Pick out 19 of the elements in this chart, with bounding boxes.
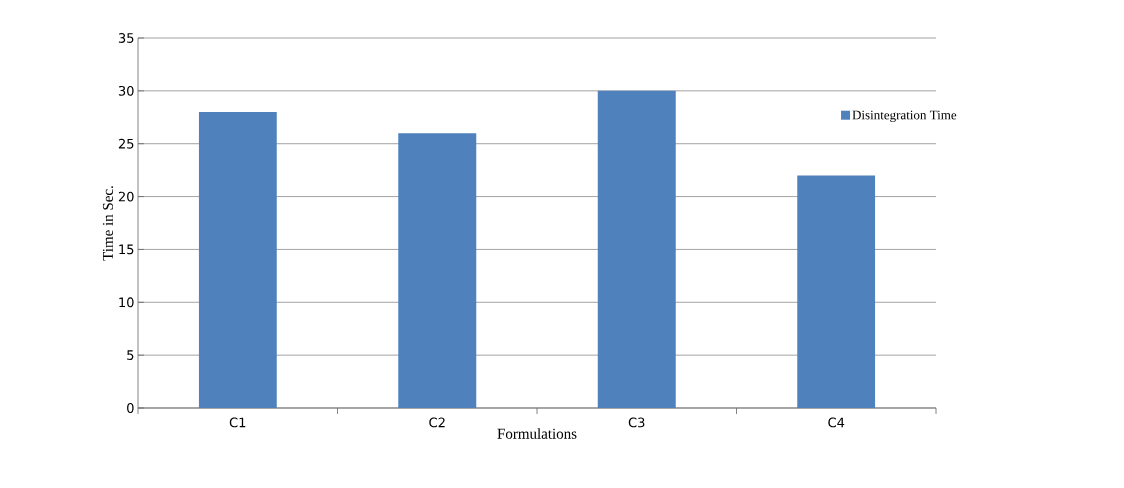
x-tick-label: C4 [828,417,845,428]
legend-label: Disintegration Time [852,110,957,123]
y-tick-label: 15 [119,244,134,255]
y-tick-label: 25 [118,138,134,149]
bar [198,112,277,408]
bar [398,133,477,408]
x-tick-label: C3 [628,417,645,428]
y-tick-label: 30 [118,85,134,96]
y-tick-label: 20 [118,191,134,202]
y-tick-label: 5 [127,350,134,360]
x-tick-label: C1 [229,417,246,428]
x-axis-title: Formulations [497,428,577,439]
y-tick-label: 10 [119,297,134,308]
y-tick-label: 35 [118,33,134,43]
x-tick-label: C2 [429,417,445,428]
bar [797,175,876,408]
bar [597,90,676,408]
y-tick-label: 0 [127,403,134,413]
y-axis-title: Time in Sec. [102,186,114,261]
